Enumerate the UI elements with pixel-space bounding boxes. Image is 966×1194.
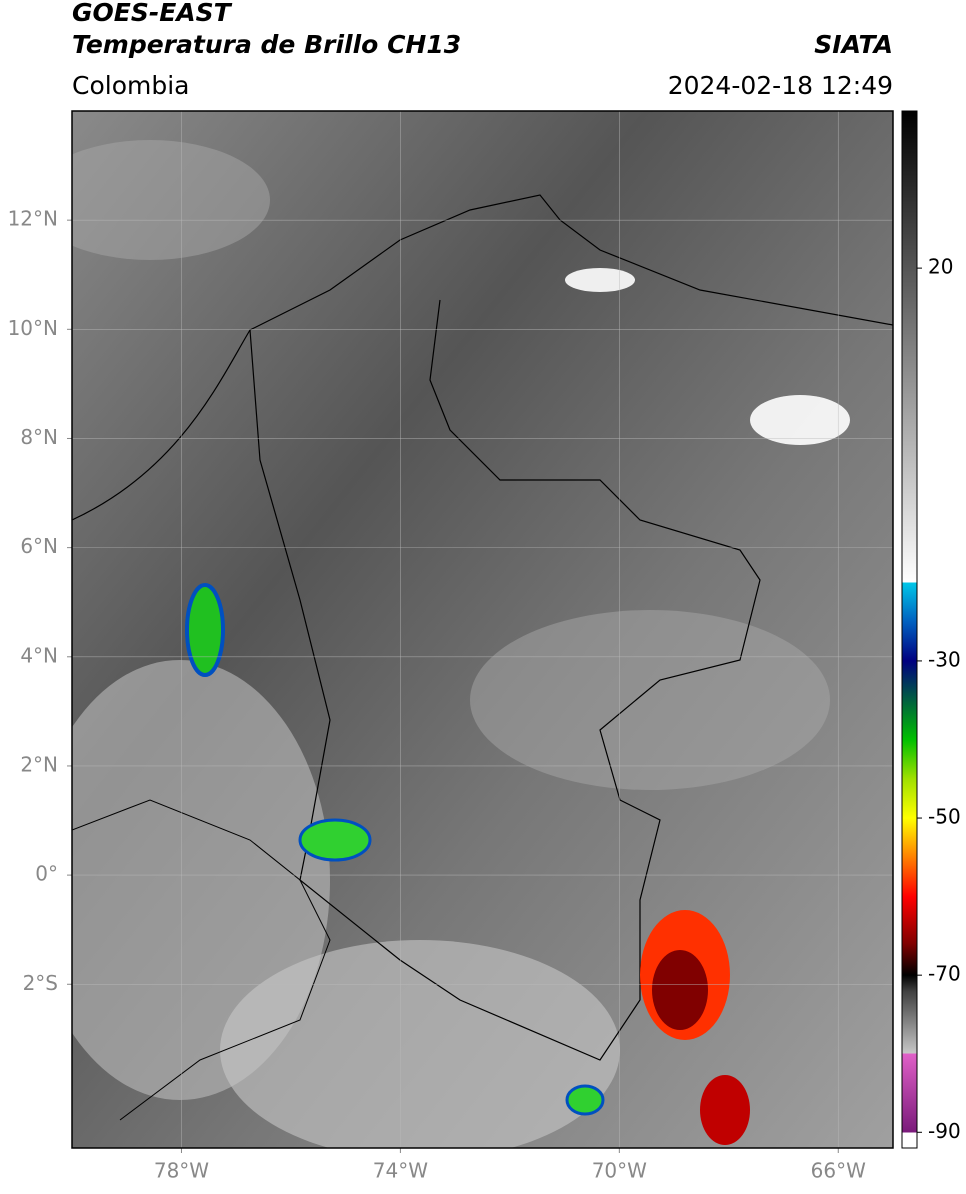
map-frame xyxy=(71,110,894,1149)
x-tick-label: 66°W xyxy=(811,1159,866,1183)
x-tick-label: 74°W xyxy=(373,1159,428,1183)
title: GOES-EAST xyxy=(72,0,233,27)
cloud xyxy=(470,610,830,790)
y-tick-label: 4°N xyxy=(20,643,58,667)
region: Colombia xyxy=(72,71,189,100)
colorbar-ticks: 20 -30 -50 -70 -90 xyxy=(917,255,961,1143)
colorbar-tick-label: 20 xyxy=(928,255,953,279)
source: SIATA xyxy=(814,30,893,59)
x-tick-label: 70°W xyxy=(592,1159,647,1183)
storm xyxy=(185,583,225,677)
y-tick-label: 6°N xyxy=(20,534,58,558)
storm xyxy=(565,1084,605,1116)
y-tick-label: 12°N xyxy=(8,207,58,231)
colorbar-tick-label: -90 xyxy=(928,1119,961,1143)
border xyxy=(72,799,331,1121)
cloud xyxy=(220,940,620,1148)
storm xyxy=(700,1075,750,1145)
cloud xyxy=(72,140,270,260)
colorbar-tick-label: -30 xyxy=(928,647,961,671)
y-tick-label: 2°N xyxy=(20,752,58,776)
x-tick-label: 78°W xyxy=(154,1159,209,1183)
imagery xyxy=(72,111,893,1148)
y-tick-label: 8°N xyxy=(20,425,58,449)
colorbar-tick-label: -50 xyxy=(928,805,961,829)
storm xyxy=(298,818,372,862)
colorbar-tick-label: -70 xyxy=(928,962,961,986)
storm xyxy=(652,950,708,1030)
warm-area xyxy=(565,268,635,292)
border xyxy=(249,299,761,1061)
warm-area xyxy=(750,395,850,445)
colorbar xyxy=(901,110,918,1149)
datetime: 2024-02-18 12:49 xyxy=(668,71,893,100)
y-tick-label: 10°N xyxy=(8,316,58,340)
subtitle: Temperatura de Brillo CH13 xyxy=(72,30,461,59)
y-tick-label: 0° xyxy=(35,862,58,886)
graticule: 78°W 74°W 70°W 66°W 12°N 10°N 8°N 6°N 4°N 2°N 0° 2°… xyxy=(8,111,893,1183)
y-tick-label: 2°S xyxy=(23,971,58,995)
coastline xyxy=(72,194,893,521)
